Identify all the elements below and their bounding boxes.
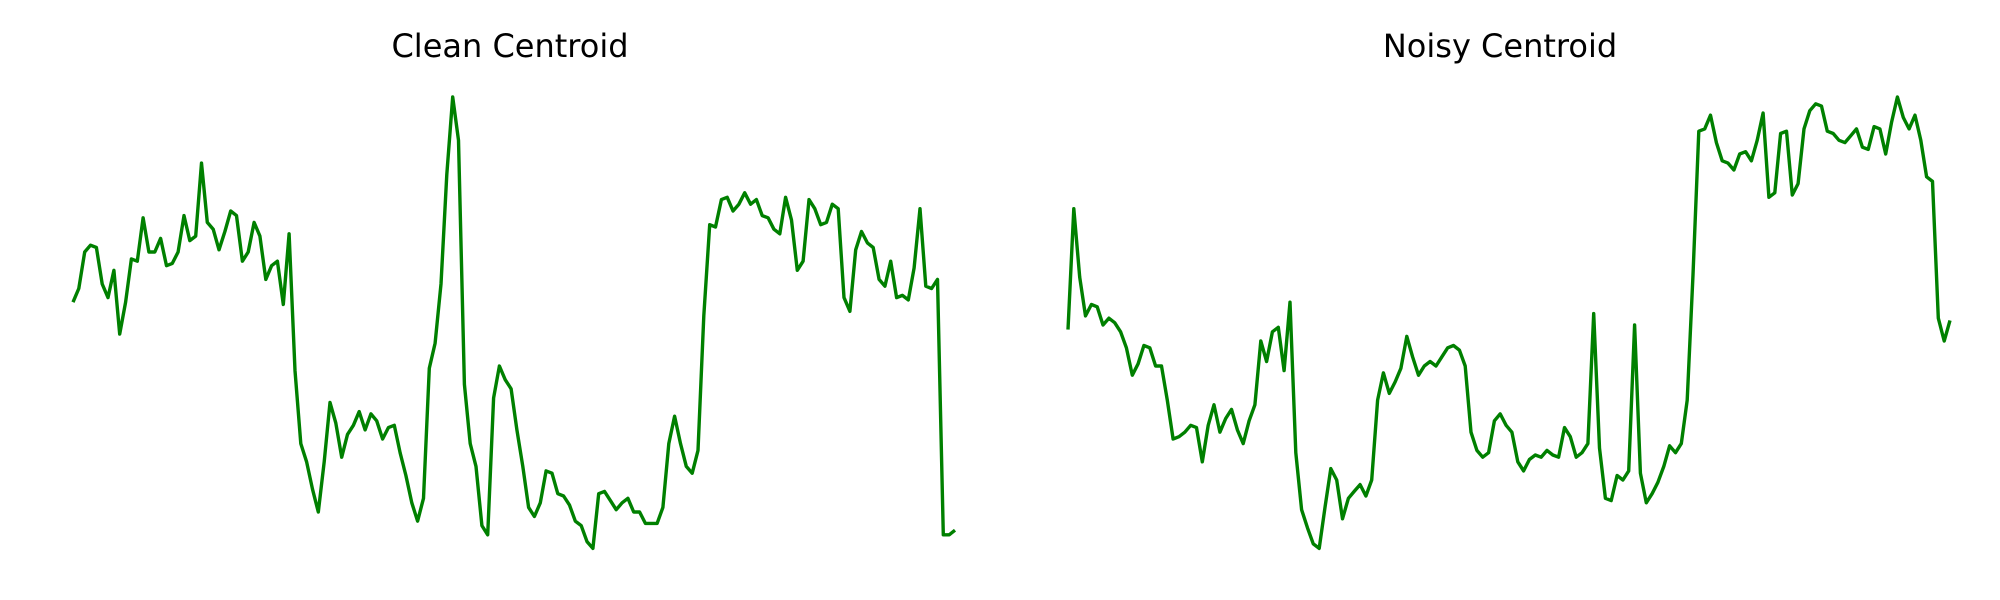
series-line-clean-centroid (71, 95, 957, 551)
chart-panel-noisy-centroid: Noisy Centroid (1066, 27, 1952, 551)
chart-panel-clean-centroid: Clean Centroid (71, 27, 957, 551)
chart-title-noisy-centroid: Noisy Centroid (1383, 27, 1617, 65)
series-group-clean-centroid (71, 95, 957, 551)
series-line-noisy-centroid (1066, 95, 1952, 551)
series-group-noisy-centroid (1066, 95, 1952, 551)
chart-title-clean-centroid: Clean Centroid (391, 27, 628, 65)
